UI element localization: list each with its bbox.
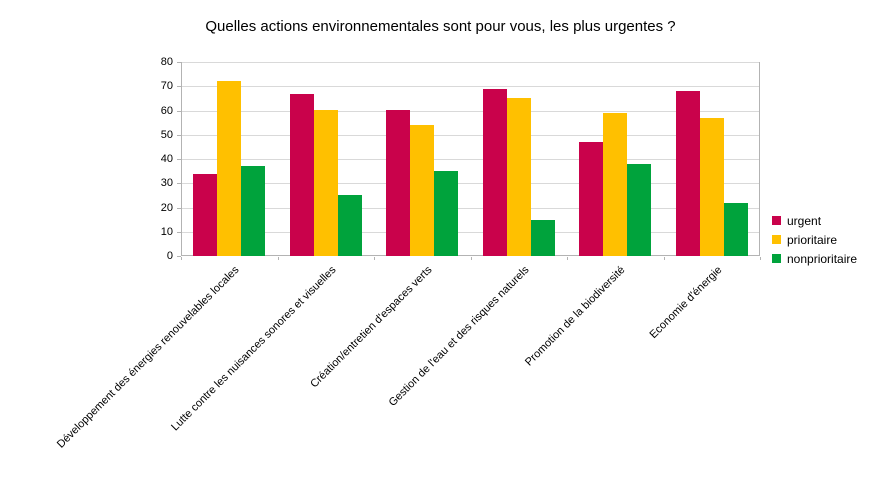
x-axis-label-1: Lutte contre les nuisances sonores et vi… bbox=[169, 264, 339, 434]
bar-prioritaire-1 bbox=[314, 110, 338, 256]
y-axis-label-30: 30 bbox=[160, 177, 173, 189]
gridline-y-70 bbox=[181, 86, 760, 87]
bar-prioritaire-4 bbox=[603, 113, 627, 256]
x-axis-label-0: Développement des énergies renouvelables… bbox=[54, 264, 242, 451]
x-axis-label-2: Création/entretien d'espaces verts bbox=[308, 264, 435, 391]
legend: urgent prioritaire nonprioritaire bbox=[772, 211, 857, 268]
legend-label-urgent: urgent bbox=[787, 213, 822, 228]
gridline-y-40 bbox=[181, 159, 760, 160]
legend-color-swatch-nonprioritaire bbox=[772, 254, 781, 263]
x-axis-label-3: Gestion de l'eau et des risques naturels bbox=[386, 264, 532, 409]
x-tick-3 bbox=[471, 257, 472, 260]
plot-area bbox=[181, 62, 760, 256]
gridline-y-30 bbox=[181, 183, 760, 184]
bar-nonprioritaire-0 bbox=[241, 166, 265, 256]
bar-urgent-3 bbox=[483, 89, 507, 256]
y-axis-label-60: 60 bbox=[160, 105, 173, 117]
legend-color-swatch-prioritaire bbox=[772, 235, 781, 244]
x-tick-2 bbox=[374, 257, 375, 260]
y-axis-label-70: 70 bbox=[160, 80, 173, 92]
y-axis-label-80: 80 bbox=[160, 56, 173, 68]
chart-title: Quelles actions environnementales sont p… bbox=[205, 18, 676, 35]
legend-label-nonprioritaire: nonprioritaire bbox=[787, 251, 858, 266]
y-tick-20 bbox=[177, 208, 181, 209]
y-tick-60 bbox=[177, 111, 181, 112]
gridline-y-60 bbox=[181, 111, 760, 112]
bar-urgent-2 bbox=[386, 110, 410, 256]
bar-urgent-0 bbox=[193, 174, 217, 256]
x-tick-6 bbox=[760, 257, 761, 260]
legend-item-nonprioritaire: nonprioritaire bbox=[772, 249, 857, 268]
x-tick-4 bbox=[567, 257, 568, 260]
y-tick-10 bbox=[177, 232, 181, 233]
bar-prioritaire-0 bbox=[217, 81, 241, 256]
y-axis-label-20: 20 bbox=[160, 202, 173, 214]
x-axis-label-4: Promotion de la biodiversité bbox=[523, 264, 628, 369]
x-tick-0 bbox=[181, 257, 182, 260]
gridline-y-20 bbox=[181, 208, 760, 209]
bar-prioritaire-5 bbox=[700, 118, 724, 256]
y-tick-30 bbox=[177, 183, 181, 184]
legend-item-urgent: urgent bbox=[772, 211, 857, 230]
bar-urgent-4 bbox=[579, 142, 603, 256]
bar-urgent-5 bbox=[676, 91, 700, 256]
legend-label-prioritaire: prioritaire bbox=[787, 232, 838, 247]
y-tick-0 bbox=[177, 256, 181, 257]
y-tick-70 bbox=[177, 86, 181, 87]
bar-prioritaire-3 bbox=[507, 98, 531, 256]
y-tick-80 bbox=[177, 62, 181, 63]
bar-nonprioritaire-4 bbox=[627, 164, 651, 256]
y-tick-50 bbox=[177, 135, 181, 136]
bar-nonprioritaire-2 bbox=[434, 171, 458, 256]
y-tick-40 bbox=[177, 159, 181, 160]
y-axis-label-50: 50 bbox=[160, 129, 173, 141]
y-axis-label-10: 10 bbox=[160, 226, 173, 238]
bar-nonprioritaire-3 bbox=[531, 220, 555, 256]
bar-urgent-1 bbox=[290, 94, 314, 256]
y-axis-label-0: 0 bbox=[166, 250, 173, 262]
bar-nonprioritaire-1 bbox=[338, 195, 362, 256]
y-axis-label-40: 40 bbox=[160, 153, 173, 165]
bar-nonprioritaire-5 bbox=[724, 203, 748, 256]
x-tick-5 bbox=[664, 257, 665, 260]
gridline-y-50 bbox=[181, 135, 760, 136]
x-tick-1 bbox=[278, 257, 279, 260]
x-axis-label-5: Economie d'énergie bbox=[647, 264, 725, 341]
bar-prioritaire-2 bbox=[410, 125, 434, 256]
legend-item-prioritaire: prioritaire bbox=[772, 230, 857, 249]
gridline-y-80 bbox=[181, 62, 760, 63]
legend-color-swatch-urgent bbox=[772, 216, 781, 225]
gridline-y-10 bbox=[181, 232, 760, 233]
